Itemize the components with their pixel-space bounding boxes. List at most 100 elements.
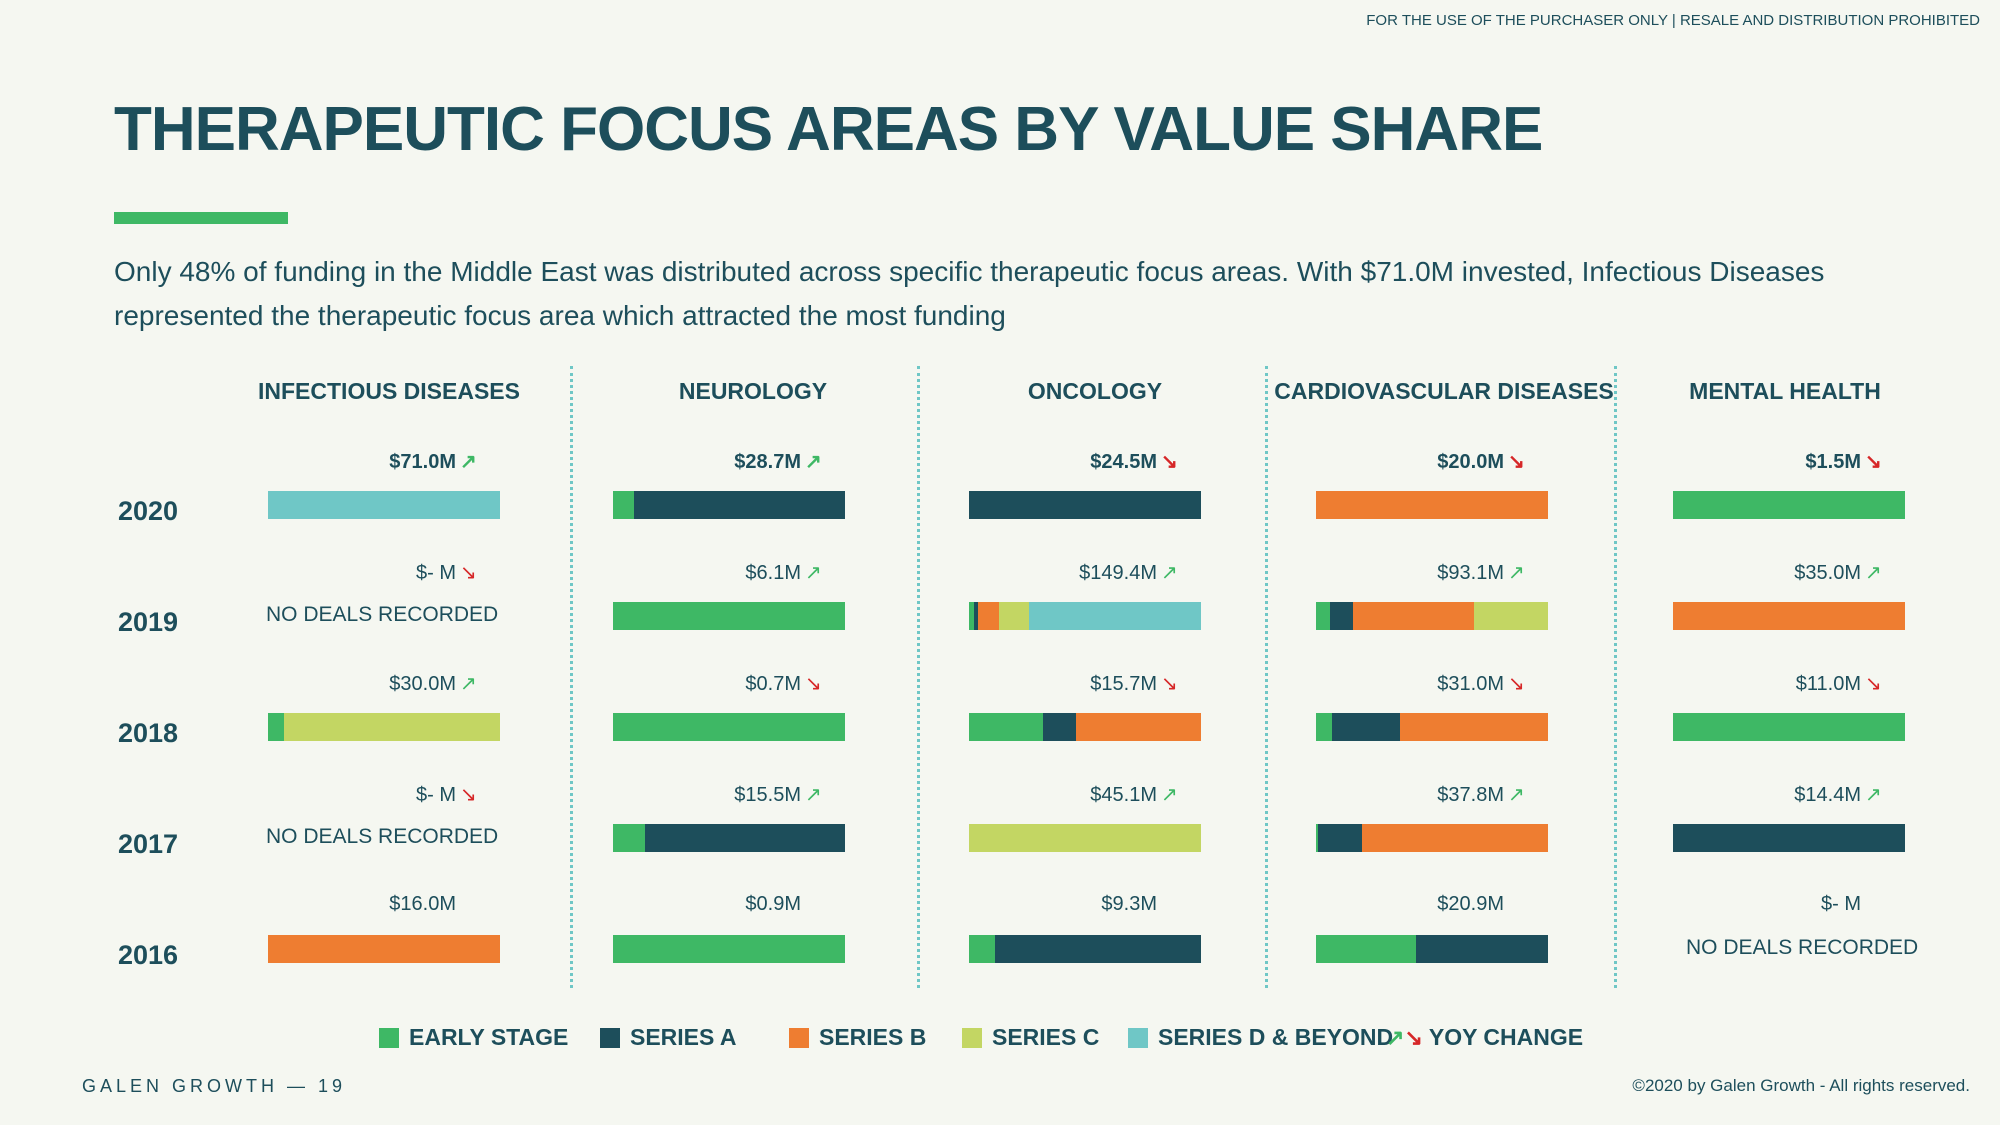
value-text: $14.4M [1794, 784, 1861, 806]
legend-swatch-series-c [962, 1027, 982, 1048]
year-label-2018: 2018 [118, 718, 179, 748]
up-arrow-icon: ↗ [1865, 784, 1882, 806]
value-label: $- M ↘ [238, 782, 478, 807]
stacked-bar [969, 713, 1201, 741]
up-arrow-icon: ↗ [805, 562, 822, 584]
value-label: $31.0M ↘ [1286, 671, 1526, 696]
legend-series-c: SERIES C [962, 1024, 1099, 1051]
category-header: CARDIOVASCULAR DISEASES [1274, 378, 1614, 404]
value-label: $1.5M ↘ [1643, 449, 1883, 474]
bar-segment-series-a [1043, 713, 1076, 741]
value-text: $71.0M [389, 451, 456, 473]
stacked-bar [969, 602, 1201, 630]
stacked-bar [969, 491, 1201, 519]
stacked-bar [1673, 713, 1905, 741]
value-label: $11.0M ↘ [1643, 671, 1883, 696]
up-arrow-icon: ↗ [1508, 562, 1525, 584]
value-label: $6.1M ↗ [583, 560, 823, 585]
value-label: $71.0M ↗ [238, 449, 478, 474]
value-label: $20.0M ↘ [1286, 449, 1526, 474]
bar-segment-series-a [994, 935, 1201, 963]
up-arrow-icon: ↗ [1161, 562, 1178, 584]
value-text: $37.8M [1437, 784, 1504, 806]
value-label: $- M [1643, 893, 1883, 916]
year-label-2019: 2019 [118, 607, 179, 637]
value-text: $93.1M [1437, 562, 1504, 584]
bar-segment-early-stage [1316, 935, 1416, 963]
stacked-bar [613, 491, 845, 519]
bar-segment-early-stage [613, 824, 646, 852]
stacked-bar [268, 935, 500, 963]
value-label: $15.7M ↘ [939, 671, 1179, 696]
bar-segment-series-a [973, 602, 979, 630]
down-arrow-icon: ↘ [1161, 451, 1178, 473]
bar-segment-series-a [1673, 824, 1905, 852]
bar-segment-series-a [633, 491, 845, 519]
bar-segment-series-d-beyond [1029, 602, 1201, 630]
bar-segment-early-stage [613, 491, 634, 519]
value-label: $24.5M ↘ [939, 449, 1179, 474]
value-text: $1.5M [1805, 451, 1861, 473]
value-text: $16.0M [389, 893, 456, 915]
bar-segment-series-c [284, 713, 500, 741]
down-arrow-icon: ↘ [1161, 673, 1178, 695]
column-divider [1265, 366, 1268, 988]
up-arrow-icon: ↗ [1386, 1024, 1405, 1050]
stacked-bar [1316, 824, 1548, 852]
bar-segment-series-d-beyond [268, 491, 500, 519]
bar-segment-series-b [1353, 602, 1474, 630]
up-arrow-icon: ↗ [1161, 784, 1178, 806]
year-label-2016: 2016 [118, 940, 179, 970]
legend-label-series-c: SERIES C [992, 1024, 1100, 1050]
up-arrow-icon: ↗ [805, 784, 822, 806]
footer-brand-name: GALEN GROWTH [82, 1076, 279, 1096]
year-label-2017: 2017 [118, 829, 179, 859]
down-arrow-icon: ↘ [805, 673, 822, 695]
value-label: $15.5M ↗ [583, 782, 823, 807]
footer-separator: — [287, 1076, 310, 1096]
no-deals-label: NO DEALS RECORDED [266, 825, 499, 848]
value-text: $6.1M [745, 562, 801, 584]
down-arrow-icon: ↘ [1508, 451, 1525, 473]
stacked-bar [1673, 824, 1905, 852]
legend-swatch-early-stage [379, 1027, 399, 1048]
category-header: NEUROLOGY [678, 378, 828, 404]
disclaimer: FOR THE USE OF THE PURCHASER ONLY | RESA… [1366, 12, 1980, 29]
bar-segment-early-stage [613, 713, 845, 741]
stacked-bar [969, 935, 1201, 963]
stacked-bar [268, 491, 500, 519]
bar-segment-early-stage [613, 602, 845, 630]
value-label: $0.9M [583, 893, 823, 916]
bar-segment-series-a [969, 491, 1201, 519]
value-label: $93.1M ↗ [1286, 560, 1526, 585]
legend-label-early-stage: EARLY STAGE [409, 1024, 569, 1050]
bar-segment-series-a [1318, 824, 1363, 852]
value-text: $0.9M [745, 893, 801, 915]
bar-segment-early-stage [1316, 602, 1330, 630]
bar-segment-early-stage [969, 602, 974, 630]
down-arrow-icon: ↘ [1404, 1024, 1423, 1050]
legend-series-a: SERIES A [600, 1024, 737, 1051]
bar-segment-early-stage [1316, 713, 1333, 741]
value-text: $31.0M [1437, 673, 1504, 695]
legend-label-series-b: SERIES B [819, 1024, 927, 1050]
legend-label-series-d-beyond: SERIES D & BEYOND [1158, 1024, 1394, 1050]
stacked-bar [613, 824, 845, 852]
up-arrow-icon: ↗ [805, 451, 822, 473]
value-label: $37.8M ↗ [1286, 782, 1526, 807]
stacked-bar [613, 935, 845, 963]
bar-segment-early-stage [1316, 824, 1319, 852]
value-text: $30.0M [389, 673, 456, 695]
bar-segment-series-c [1473, 602, 1548, 630]
bar-segment-early-stage [1673, 491, 1905, 519]
page-title: THERAPEUTIC FOCUS AREAS BY VALUE SHARE [114, 95, 1543, 164]
up-arrow-icon: ↗ [1508, 784, 1525, 806]
category-header: MENTAL HEALTH [1689, 378, 1881, 404]
bar-segment-series-b [1673, 602, 1905, 630]
stacked-bar [268, 713, 500, 741]
page-subtitle: Only 48% of funding in the Middle East w… [114, 256, 1825, 331]
stacked-bar [613, 602, 845, 630]
value-text: $20.9M [1437, 893, 1504, 915]
up-arrow-icon: ↗ [460, 673, 477, 695]
